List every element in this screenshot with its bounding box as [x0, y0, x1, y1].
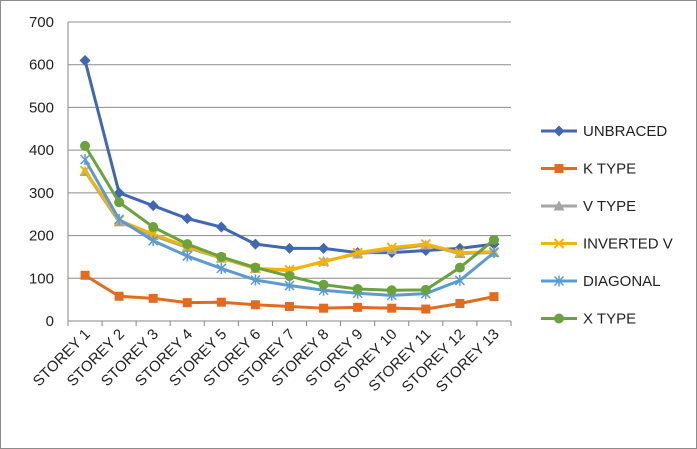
y-tick-label: 400 — [29, 142, 54, 159]
legend-item: X TYPE — [541, 311, 636, 328]
data-point — [489, 292, 499, 302]
data-point — [114, 197, 125, 208]
series-k-type — [80, 270, 499, 314]
data-point — [318, 242, 330, 254]
data-point — [488, 247, 499, 259]
data-point — [148, 222, 159, 233]
legend-label: DIAGONAL — [583, 273, 661, 290]
y-tick-label: 700 — [29, 14, 54, 31]
legend-item: UNBRACED — [541, 123, 667, 140]
legend-item: V TYPE — [541, 198, 636, 215]
series-lines — [79, 54, 500, 314]
legend-item: K TYPE — [541, 161, 636, 178]
legend-label: V TYPE — [583, 198, 636, 215]
data-point — [79, 54, 91, 66]
data-point — [387, 303, 397, 313]
data-point — [318, 256, 329, 268]
y-tick-label: 500 — [29, 99, 54, 116]
data-point — [420, 284, 431, 295]
data-point — [352, 283, 363, 294]
legend-label: K TYPE — [583, 161, 636, 178]
data-point — [148, 293, 158, 303]
series-unbraced — [79, 54, 500, 259]
legend-marker — [553, 275, 565, 287]
data-point — [285, 301, 294, 311]
data-point — [147, 200, 159, 212]
data-point — [421, 304, 431, 314]
data-point — [386, 285, 397, 296]
legend: UNBRACED K TYPE V TYPE INVERTED V DIAGONAL X … — [541, 123, 673, 328]
legend-label: UNBRACED — [583, 123, 667, 140]
legend-marker — [553, 200, 565, 211]
data-point — [80, 140, 91, 151]
data-point — [114, 291, 124, 301]
legend-marker — [554, 313, 564, 324]
data-point — [284, 280, 295, 292]
data-point — [318, 279, 329, 290]
data-point — [250, 262, 261, 273]
legend-marker — [554, 164, 564, 173]
data-point — [216, 262, 227, 274]
data-point — [455, 298, 465, 308]
data-point — [454, 247, 466, 258]
data-point — [114, 213, 125, 225]
y-axis-ticks: 0 100 200 300 400 500 600 700 — [29, 14, 54, 330]
series-x-type — [80, 140, 499, 296]
y-tick-label: 300 — [29, 185, 54, 202]
y-tick-label: 0 — [46, 313, 54, 330]
data-point — [386, 242, 397, 253]
legend-item: DIAGONAL — [541, 273, 661, 290]
data-point — [420, 238, 432, 250]
data-point — [250, 274, 261, 286]
data-point — [353, 302, 363, 312]
y-tick-label: 600 — [29, 57, 54, 74]
data-point — [454, 274, 465, 286]
data-point — [148, 235, 159, 247]
legend-marker — [553, 125, 565, 137]
legend-item: INVERTED V — [541, 236, 673, 253]
legend-label: INVERTED V — [583, 236, 673, 253]
data-point — [181, 212, 193, 224]
data-point — [249, 238, 261, 250]
data-point — [284, 271, 295, 282]
data-point — [215, 221, 227, 233]
data-point — [80, 270, 90, 280]
data-point — [250, 300, 260, 310]
data-point — [182, 250, 193, 262]
data-point — [216, 251, 227, 262]
gridlines — [67, 21, 512, 326]
data-point — [182, 298, 192, 308]
y-tick-label: 100 — [29, 270, 54, 287]
data-point — [284, 242, 295, 254]
data-point — [182, 239, 193, 250]
data-point — [488, 234, 499, 245]
data-point — [80, 154, 91, 166]
legend-label: X TYPE — [583, 311, 636, 328]
y-tick-label: 200 — [29, 228, 54, 245]
data-point — [216, 297, 226, 307]
data-point — [454, 262, 465, 273]
series-line — [83, 169, 494, 272]
data-point — [352, 247, 363, 258]
data-point — [319, 303, 329, 313]
legend-marker — [553, 238, 565, 249]
